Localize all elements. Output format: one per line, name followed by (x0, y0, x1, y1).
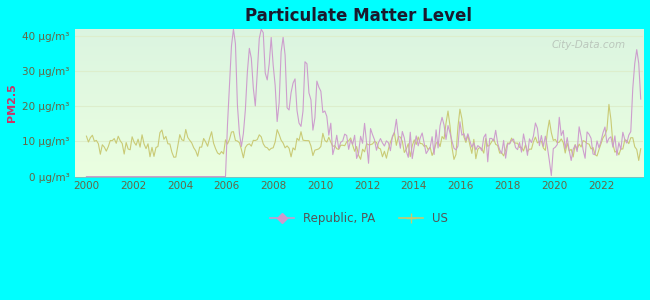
Text: City-Data.com: City-Data.com (552, 40, 626, 50)
Title: Particulate Matter Level: Particulate Matter Level (246, 7, 473, 25)
Y-axis label: PM2.5: PM2.5 (7, 83, 17, 122)
Legend: Republic, PA, US: Republic, PA, US (265, 207, 452, 230)
